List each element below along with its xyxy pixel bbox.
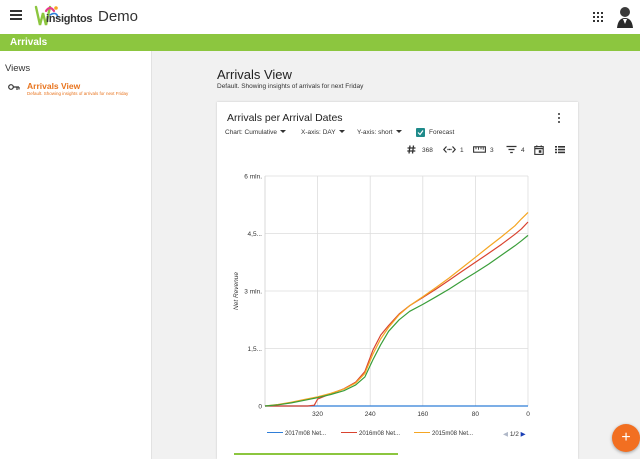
logo-mark-icon	[34, 5, 59, 26]
x-tick-label: 240	[365, 411, 376, 418]
y-tick-label: 1,5...	[248, 346, 263, 353]
y-tick-label: 3 mln.	[244, 289, 262, 296]
x-tick-label: 320	[312, 411, 323, 418]
x-tick-label: 160	[417, 411, 428, 418]
chart-card: Arrivals per Arrival Dates Chart: Cumula…	[217, 102, 578, 459]
tab-indicator	[234, 453, 398, 455]
forecast-checkbox[interactable]	[416, 128, 425, 137]
add-button[interactable]: +	[612, 424, 640, 452]
menu-icon[interactable]	[10, 10, 22, 22]
apps-grid-icon[interactable]	[593, 12, 603, 22]
section-title: Arrivals	[10, 37, 48, 48]
filter-icon[interactable]	[506, 145, 517, 154]
stat-size: 3	[490, 147, 494, 154]
sidebar-item-description: Default. Showing insights of arrivals fo…	[27, 91, 129, 96]
yaxis-label: Y-axis:	[357, 129, 377, 136]
user-avatar[interactable]	[614, 4, 636, 28]
chart-type-label: Chart:	[225, 129, 243, 136]
chart-type-select[interactable]: Chart: Cumulative	[225, 129, 287, 136]
insightos-logo[interactable]: insightos	[34, 3, 94, 31]
xaxis-value: DAY	[322, 129, 336, 136]
chevron-down-icon	[338, 130, 345, 133]
xaxis-select[interactable]: X-axis: DAY	[301, 129, 345, 136]
y-axis-title: Net Revenue	[233, 272, 240, 310]
line-chart: 0 1,5... 3 mln. 4,5... 6 mln. 320 240 160 80 0 Net…	[233, 174, 530, 419]
legend-pager: ◀ 1/2 ▶	[503, 430, 526, 438]
pager-text: 1/2	[509, 431, 519, 438]
ruler-icon[interactable]	[473, 145, 486, 154]
stat-filters: 4	[521, 147, 525, 154]
list-view-icon[interactable]	[555, 145, 565, 154]
legend-label: 2017m08 Net...	[285, 431, 327, 437]
top-bar: insightos Demo	[0, 0, 640, 34]
legend-swatch	[341, 431, 357, 433]
card-title: Arrivals per Arrival Dates	[227, 112, 343, 124]
yaxis-select[interactable]: Y-axis: short	[357, 129, 402, 136]
y-tick-label: 6 mln.	[244, 174, 262, 181]
legend-label: 2015m08 Net...	[432, 431, 474, 437]
series-line[interactable]	[264, 211, 529, 407]
legend-swatch	[267, 431, 283, 433]
y-tick-label: 0	[258, 404, 262, 411]
sidebar-item-arrivals-view[interactable]: Arrivals View	[27, 81, 81, 91]
forecast-label: Forecast	[429, 129, 455, 136]
series-line[interactable]	[265, 221, 529, 407]
legend-item[interactable]: 2015m08 Net...	[414, 431, 473, 437]
legend-item[interactable]: 2016m08 Net...	[341, 431, 400, 437]
view-icon	[8, 84, 20, 90]
y-tick-label: 4,5...	[248, 231, 263, 238]
stat-width: 1	[460, 147, 464, 154]
calendar-icon[interactable]	[534, 145, 544, 155]
x-tick-label: 0	[526, 411, 530, 418]
yaxis-value: short	[378, 129, 393, 136]
more-vert-icon[interactable]	[557, 113, 561, 124]
chart-type-value: Cumulative	[244, 129, 278, 136]
sidebar: Views Arrivals View Default. Showing ins…	[0, 51, 152, 459]
page-title: Arrivals View	[217, 67, 292, 82]
stat-count: 368	[422, 147, 433, 154]
chevron-down-icon	[395, 130, 402, 133]
section-bar: Arrivals	[0, 34, 640, 51]
width-icon[interactable]	[443, 145, 456, 154]
page-subtitle: Default. Showing insights of arrivals fo…	[217, 83, 364, 90]
app-title: Demo	[98, 8, 139, 25]
series-line[interactable]	[264, 234, 529, 407]
prev-page-icon[interactable]: ◀	[503, 431, 508, 438]
legend-item[interactable]: 2017m08 Net...	[267, 431, 326, 437]
xaxis-label: X-axis:	[301, 129, 321, 136]
legend-label: 2016m08 Net...	[359, 431, 401, 437]
legend-swatch	[414, 431, 430, 433]
chevron-down-icon	[280, 130, 287, 133]
check-icon	[417, 130, 424, 136]
x-tick-label: 80	[472, 411, 480, 418]
hash-icon	[407, 145, 416, 154]
logo-word: insightos	[46, 13, 93, 25]
sidebar-heading: Views	[5, 63, 31, 74]
next-page-icon[interactable]: ▶	[520, 431, 526, 438]
